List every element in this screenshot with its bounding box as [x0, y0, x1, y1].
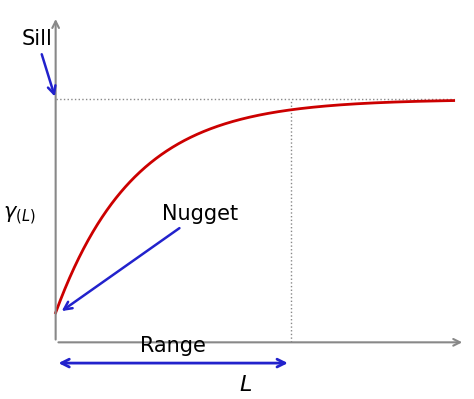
Text: Range: Range: [140, 336, 206, 356]
Text: Sill: Sill: [21, 29, 55, 94]
Text: Nugget: Nugget: [64, 204, 238, 310]
Text: $\mathit{\gamma}_{(L)}$: $\mathit{\gamma}_{(L)}$: [3, 205, 36, 227]
Text: L: L: [239, 375, 251, 395]
